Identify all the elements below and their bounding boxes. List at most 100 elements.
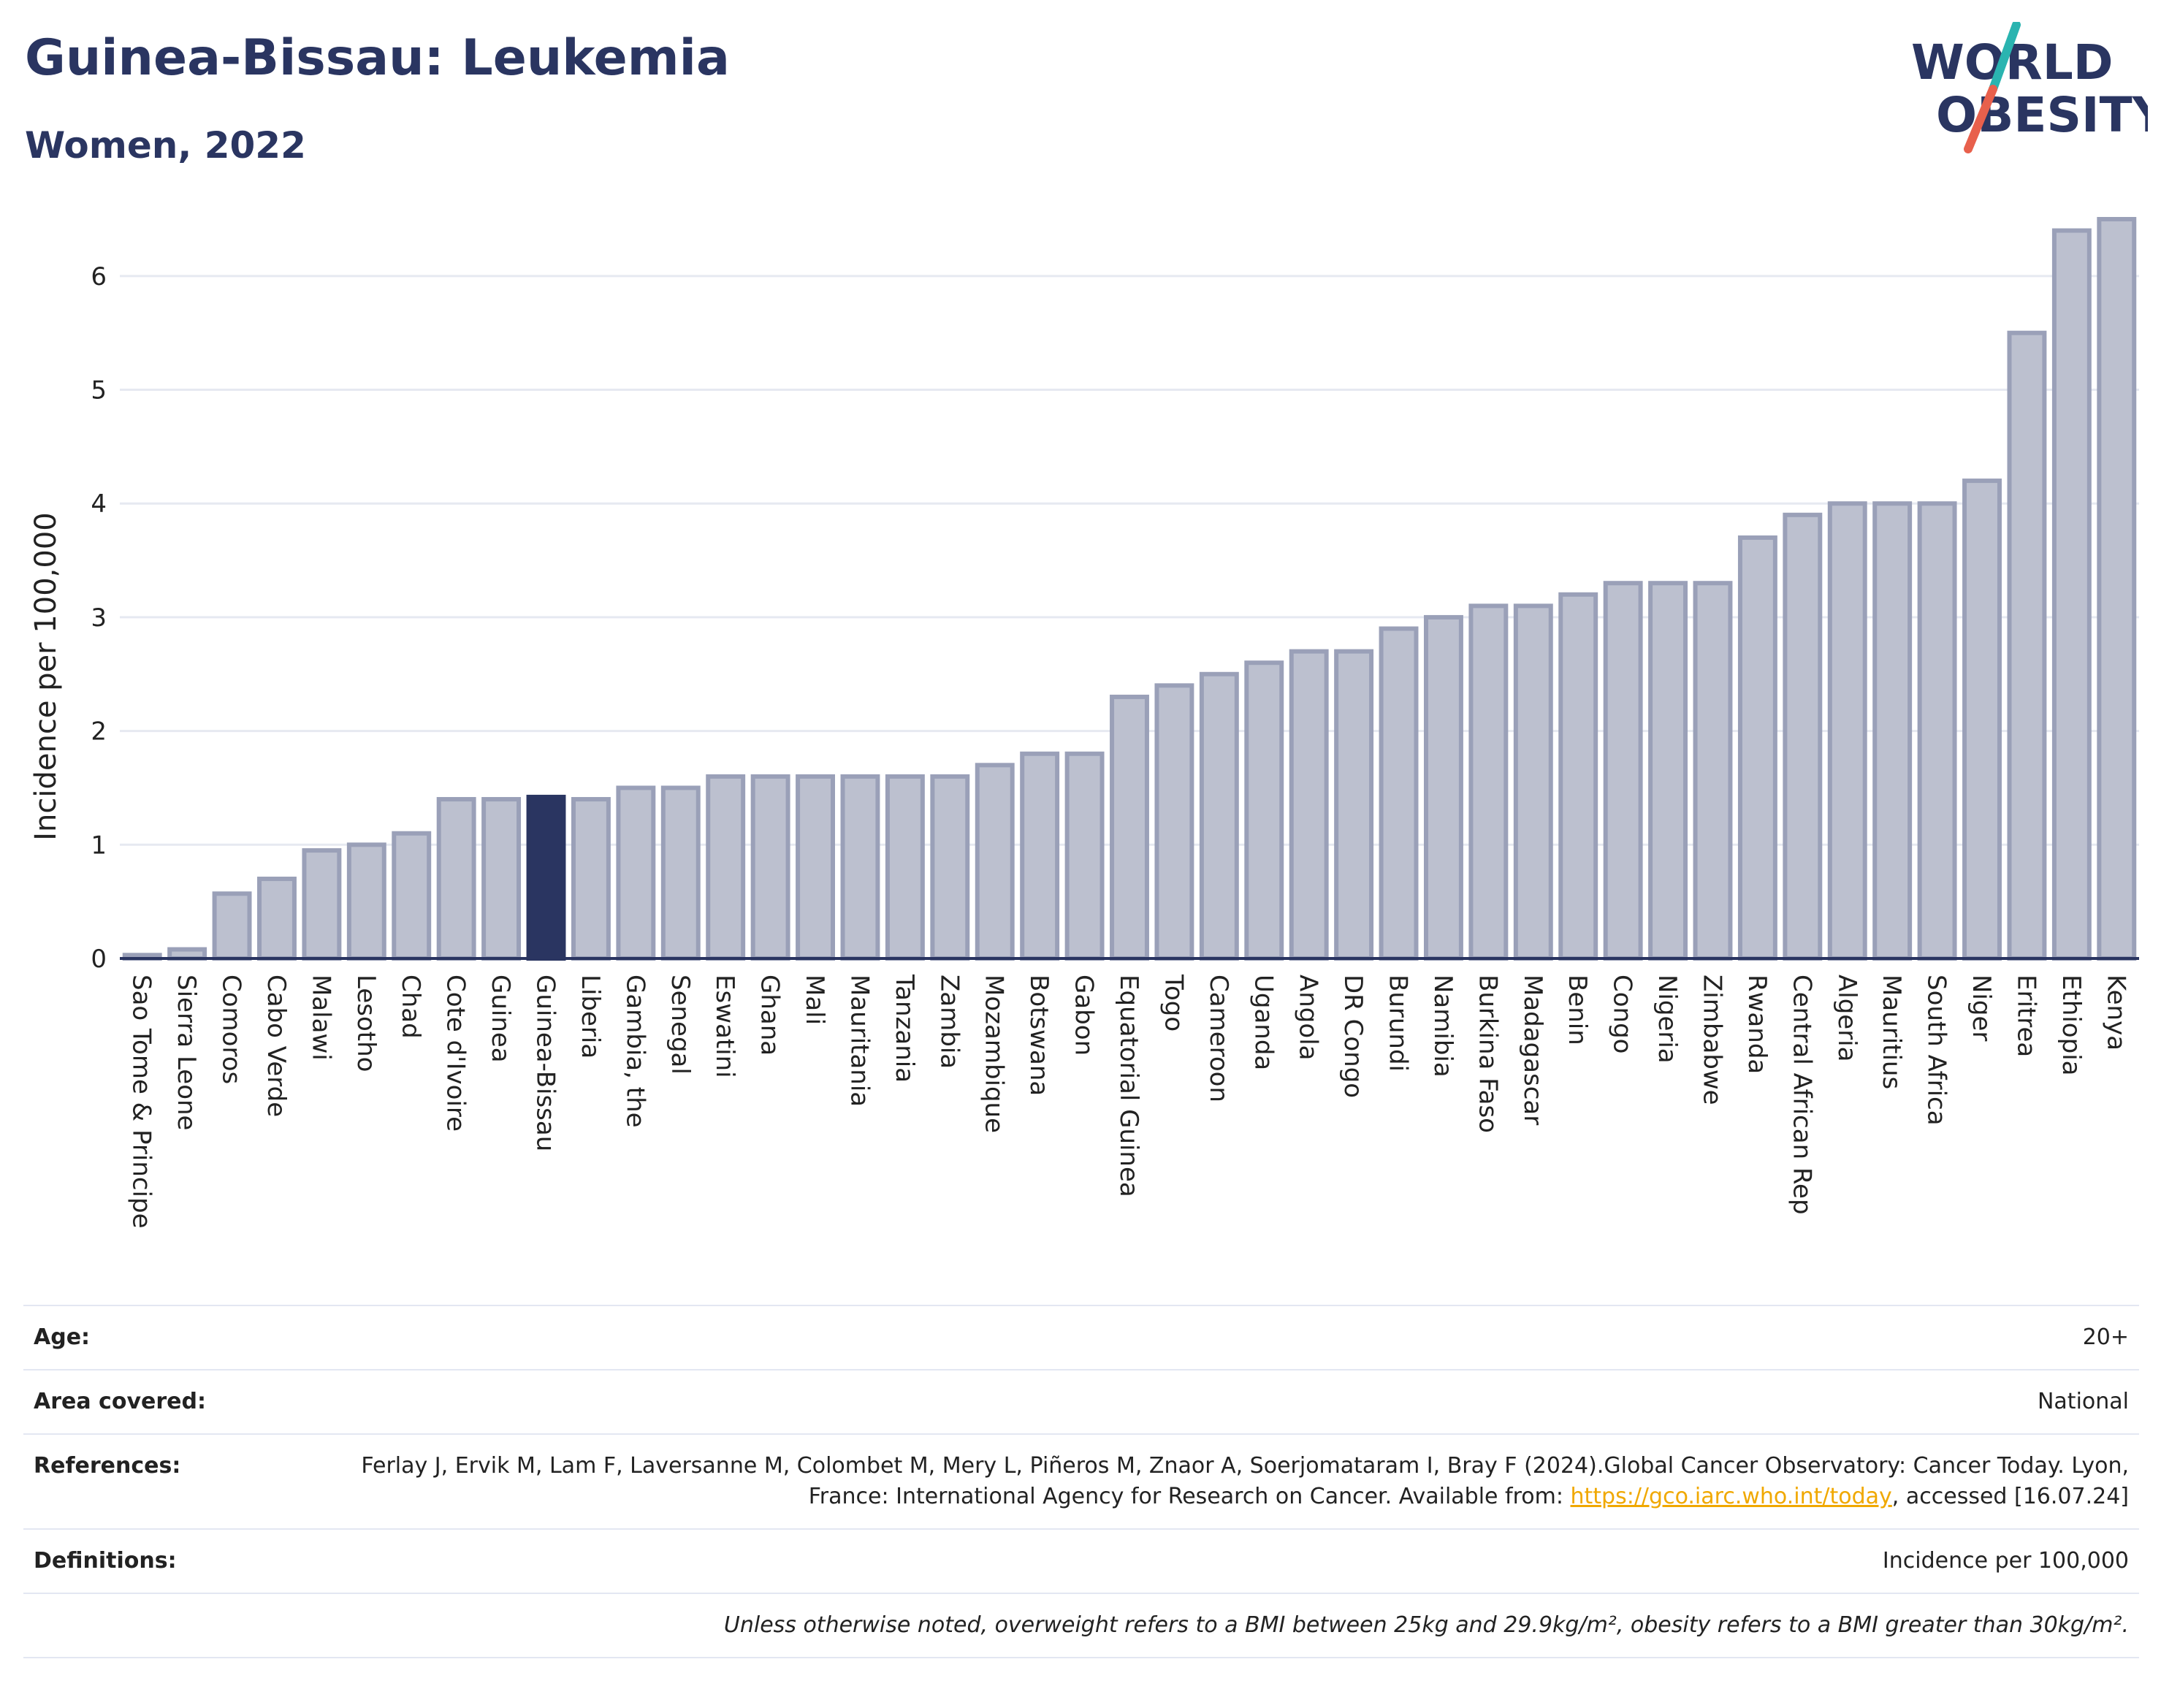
x-tick-label: Equatorial Guinea xyxy=(1114,975,1143,1197)
definitions-value: Incidence per 100,000 xyxy=(351,1528,2139,1593)
page-subtitle: Women, 2022 xyxy=(25,124,306,167)
x-tick-label: Ghana xyxy=(755,975,785,1056)
x-tick-label: DR Congo xyxy=(1338,975,1368,1098)
x-tick-label: Algeria xyxy=(1832,975,1861,1061)
bar-gabon xyxy=(1064,751,1105,961)
x-tick-label: Eswatini xyxy=(710,975,739,1078)
bar-angola xyxy=(1289,649,1329,961)
x-tick-label: Ethiopia xyxy=(2057,975,2086,1075)
bmi-note: Unless otherwise noted, overweight refer… xyxy=(351,1593,2139,1658)
bar-comoros xyxy=(212,891,252,961)
y-axis-ticks: 0 1 2 3 4 5 6 xyxy=(91,262,107,974)
x-tick-label: Angola xyxy=(1294,975,1323,1060)
y-axis-label: Incidence per 100,000 xyxy=(29,512,63,841)
bar-liberia xyxy=(571,797,611,961)
bar-mali xyxy=(796,774,835,961)
x-tick-label: Nigeria xyxy=(1653,975,1682,1064)
x-tick-label: Cabo Verde xyxy=(262,975,291,1117)
x-axis-labels: Sao Tome & Principe Sierra Leone Comoros Ca… xyxy=(127,974,2131,1229)
bar-rwanda xyxy=(1737,535,1777,961)
x-tick-label: Madagascar xyxy=(1518,975,1547,1125)
x-tick-label: Central African Rep xyxy=(1787,975,1816,1215)
bar-eritrea xyxy=(2007,330,2047,961)
bar-zambia xyxy=(930,774,970,961)
x-tick-label: Zimbabwe xyxy=(1697,975,1726,1105)
references-text: Ferlay J, Ervik M, Lam F, Laversanne M, … xyxy=(361,1453,2129,1509)
x-tick-label: Comoros xyxy=(217,975,246,1084)
x-tick-label: Cameroon xyxy=(1204,975,1233,1102)
bar-guinea-bissau xyxy=(526,794,566,961)
area-value: National xyxy=(351,1369,2139,1434)
x-tick-label: Gabon xyxy=(1070,975,1099,1056)
x-tick-label: Malawi xyxy=(306,975,335,1061)
age-label: Age: xyxy=(23,1305,351,1370)
bar-algeria xyxy=(1827,501,1867,961)
bar-nigeria xyxy=(1648,581,1688,961)
bar-madagascar xyxy=(1513,603,1553,961)
bar-south-africa xyxy=(1917,501,1957,961)
x-tick-label: Eritrea xyxy=(2011,975,2040,1057)
x-tick-label: Tanzania xyxy=(890,974,919,1083)
info-row-area: Area covered: National xyxy=(23,1369,2139,1434)
x-tick-label: Niger xyxy=(1967,975,1996,1041)
info-row-references: References: Ferlay J, Ervik M, Lam F, La… xyxy=(23,1433,2139,1529)
area-label: Area covered: xyxy=(23,1369,351,1434)
bar-uganda xyxy=(1244,660,1284,961)
bar-central-african-rep xyxy=(1783,512,1823,961)
bar-cote-d-ivoire xyxy=(436,797,476,961)
bar-benin xyxy=(1558,592,1598,961)
x-tick-label: Congo xyxy=(1608,975,1637,1053)
bar-gambia-the xyxy=(616,785,656,961)
bar-burkina-faso xyxy=(1468,603,1509,961)
bar-senegal xyxy=(660,785,701,961)
bar-lesotho xyxy=(346,842,386,961)
bar-burundi xyxy=(1379,626,1419,961)
logo-slash-teal xyxy=(1989,22,2021,94)
x-tick-label: Liberia xyxy=(576,975,605,1059)
y-tick-label: 0 xyxy=(91,945,107,974)
x-tick-label: Burundi xyxy=(1384,975,1413,1072)
x-tick-label: Guinea xyxy=(486,975,515,1063)
bar-chart: 0 1 2 3 4 5 6 Sao Tome & Principe Sierra Leone C… xyxy=(29,217,2139,1229)
bar-malawi xyxy=(302,848,342,961)
x-tick-label: Lesotho xyxy=(351,975,381,1072)
bars xyxy=(122,217,2137,961)
bar-ghana xyxy=(750,774,790,961)
bar-togo xyxy=(1154,683,1194,961)
y-tick-label: 2 xyxy=(91,717,107,747)
x-tick-label: Senegal xyxy=(666,975,695,1075)
x-tick-label: Gambia, the xyxy=(620,975,649,1128)
x-tick-label: Namibia xyxy=(1428,975,1457,1078)
info-row-age: Age: 20+ xyxy=(23,1305,2139,1370)
y-tick-label: 5 xyxy=(91,376,107,405)
logo-slash-red xyxy=(1964,85,1997,153)
bar-kenya xyxy=(2097,217,2137,961)
references-link[interactable]: https://gco.iarc.who.int/today xyxy=(1570,1484,1892,1509)
bar-eswatini xyxy=(706,774,746,961)
x-tick-label: Benin xyxy=(1563,975,1592,1045)
x-tick-label: Guinea-Bissau xyxy=(531,975,560,1151)
x-tick-label: Cote d'Ivoire xyxy=(441,975,470,1132)
bar-tanzania xyxy=(885,774,925,961)
bar-mauritius xyxy=(1872,501,1913,961)
x-tick-label: South Africa xyxy=(1922,975,1951,1126)
bar-niger xyxy=(1962,479,2002,961)
definitions-label: Definitions: xyxy=(23,1528,351,1593)
x-tick-label: Kenya xyxy=(2101,975,2130,1051)
references-accessed: , accessed [16.07.24] xyxy=(1891,1484,2129,1509)
x-tick-label: Mozambique xyxy=(980,975,1009,1133)
bar-dr-congo xyxy=(1334,649,1374,961)
x-tick-label: Zambia xyxy=(934,975,964,1069)
y-tick-label: 1 xyxy=(91,831,107,860)
bar-guinea xyxy=(481,797,522,961)
x-tick-label: Botswana xyxy=(1024,975,1053,1096)
bar-cameroon xyxy=(1199,671,1239,961)
bar-cabo-verde xyxy=(257,877,297,961)
info-table: Age: 20+ Area covered: National Referenc… xyxy=(23,1305,2139,1658)
x-tick-label: Chad xyxy=(396,975,425,1039)
x-tick-label: Togo xyxy=(1159,974,1188,1032)
age-value: 20+ xyxy=(351,1305,2139,1370)
references-value: Ferlay J, Ervik M, Lam F, Laversanne M, … xyxy=(351,1433,2139,1529)
x-tick-label: Mali xyxy=(800,975,829,1025)
y-tick-label: 3 xyxy=(91,603,107,633)
